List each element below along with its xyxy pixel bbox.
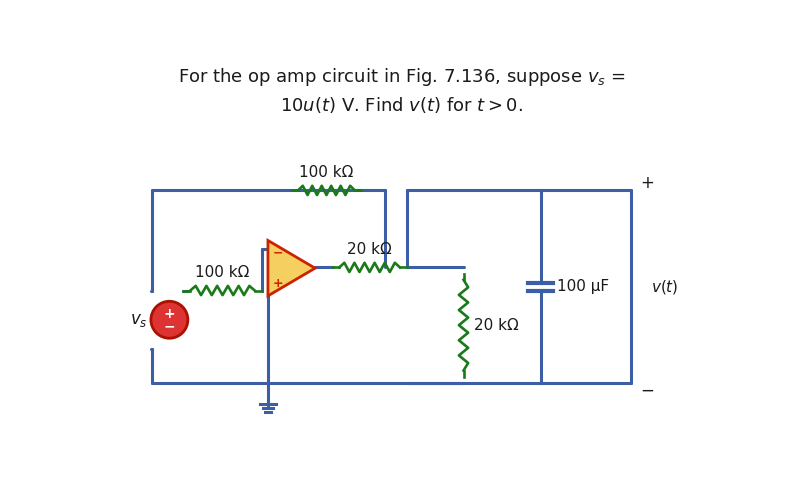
Text: −: − <box>272 246 283 259</box>
Text: 10$u(t)$ V. Find $v(t)$ for $t > 0$.: 10$u(t)$ V. Find $v(t)$ for $t > 0$. <box>280 95 524 115</box>
Text: 20 kΩ: 20 kΩ <box>347 242 392 256</box>
Polygon shape <box>268 241 315 296</box>
Text: −: − <box>641 382 655 399</box>
Text: 100 μF: 100 μF <box>557 279 610 294</box>
Text: $v(t)$: $v(t)$ <box>651 278 678 296</box>
Text: $v_s$: $v_s$ <box>130 311 148 329</box>
Text: +: + <box>272 277 283 290</box>
Text: 20 kΩ: 20 kΩ <box>474 318 519 333</box>
Text: +: + <box>641 174 655 192</box>
Text: For the op amp circuit in Fig. 7.136, suppose $v_s$ =: For the op amp circuit in Fig. 7.136, su… <box>178 66 626 87</box>
Text: 100 kΩ: 100 kΩ <box>195 265 250 280</box>
Text: −: − <box>163 320 175 334</box>
Text: +: + <box>163 307 175 321</box>
Circle shape <box>151 301 188 338</box>
Text: 100 kΩ: 100 kΩ <box>299 165 354 180</box>
